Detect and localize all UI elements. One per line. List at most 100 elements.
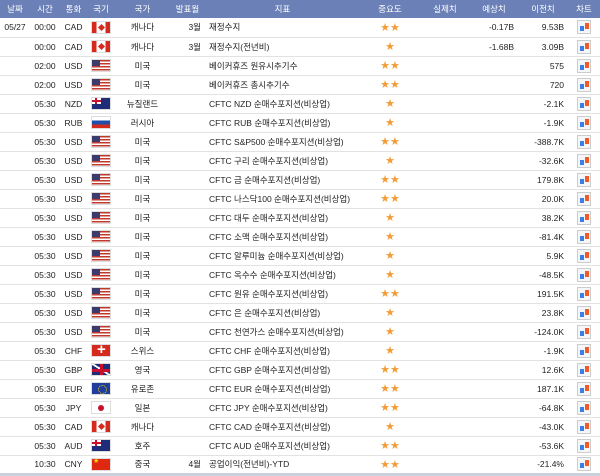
candlestick-chart-icon[interactable] [577,115,591,130]
table-row[interactable]: 00:00 CAD 캐나다 3월 재정수지(전년비) ★ -1.68B 3.09B [0,37,600,57]
chart-cell [568,322,600,342]
table-row[interactable]: 05:30 EUR 유로존 CFTC EUR 순매수포지션(비상업) ★★ 187.1K [0,379,600,399]
indicator-cell: CFTC JPY 순매수포지션(비상업) [205,398,360,418]
candlestick-chart-icon[interactable] [577,324,591,339]
candlestick-chart-icon[interactable] [577,229,591,244]
time-cell: 00:00 [30,18,60,38]
candlestick-chart-icon[interactable] [577,172,591,187]
time-cell: 05:30 [30,189,60,209]
candlestick-chart-icon[interactable] [577,286,591,301]
month-cell [170,417,205,437]
candlestick-chart-icon[interactable] [577,191,591,206]
table-row[interactable]: 05:30 USD 미국 CFTC 대두 순매수포지션(비상업) ★ 38.2K [0,208,600,228]
table-row[interactable]: 05:30 USD 미국 CFTC 나스닥100 순매수포지션(비상업) ★★ 20.0K [0,189,600,209]
candlestick-chart-icon[interactable] [577,381,591,396]
table-row[interactable]: 05:30 NZD 뉴질랜드 CFTC NZD 순매수포지션(비상업) ★ -2.1K [0,94,600,114]
candlestick-chart-icon[interactable] [577,419,591,434]
candlestick-chart-icon[interactable] [577,267,591,282]
actual-cell [420,341,470,361]
indicator-cell: CFTC 천연가스 순매수포지션(비상업) [205,322,360,342]
candlestick-chart-icon[interactable] [577,343,591,358]
table-row[interactable]: 02:00 USD 미국 베이커휴즈 총시추기수 ★★ 720 [0,75,600,95]
table-row[interactable]: 05:30 JPY 일본 CFTC JPY 순매수포지션(비상업) ★★ -64.8K [0,398,600,418]
table-row[interactable]: 05:30 GBP 영국 CFTC GBP 순매수포지션(비상업) ★★ 12.6K [0,360,600,380]
table-row[interactable]: 05:30 USD 미국 CFTC 금 순매수포지션(비상업) ★★ 179.8K [0,170,600,190]
candlestick-chart-icon[interactable] [577,134,591,149]
table-row[interactable]: 05:30 USD 미국 CFTC 원유 순매수포지션(비상업) ★★ 191.5K [0,284,600,304]
flag-cell [87,265,115,285]
header-importance: 중요도 [360,0,420,18]
forecast-cell [470,246,518,266]
candlestick-chart-icon[interactable] [577,457,591,471]
actual-cell [420,322,470,342]
table-row[interactable]: 05:30 USD 미국 CFTC S&P500 순매수포지션(비상업) ★★ -388.… [0,132,600,152]
candlestick-chart-icon[interactable] [577,305,591,320]
date-cell [0,360,30,380]
table-row[interactable]: 05:30 USD 미국 CFTC 알루미늄 순매수포지션(비상업) ★ 5.9K [0,246,600,266]
table-row[interactable]: 05:30 USD 미국 CFTC 구리 순매수포지션(비상업) ★ -32.6K [0,151,600,171]
month-cell [170,75,205,95]
table-row[interactable]: 05:30 CAD 캐나다 CFTC CAD 순매수포지션(비상업) ★ -43.0K [0,417,600,437]
header-previous: 이전치 [518,0,568,18]
table-row[interactable]: 05:30 USD 미국 CFTC 옥수수 순매수포지션(비상업) ★ -48.5K [0,265,600,285]
candlestick-chart-icon[interactable] [577,438,591,453]
time-cell: 02:00 [30,75,60,95]
date-cell [0,398,30,418]
country-cell: 영국 [115,360,170,380]
candlestick-chart-icon[interactable] [577,153,591,168]
star-icon: ★ [385,250,395,262]
table-row[interactable]: 05:30 USD 미국 CFTC 은 순매수포지션(비상업) ★ 23.8K [0,303,600,323]
date-cell [0,37,30,57]
star-icon: ★ [380,136,390,148]
star-icon: ★ [380,79,390,91]
previous-cell: -43.0K [518,417,568,437]
flag-cell [87,417,115,437]
star-icon: ★ [385,421,395,433]
candlestick-chart-icon[interactable] [577,248,591,263]
table-row[interactable]: 05/27 00:00 CAD 캐나다 3월 재정수지 ★★ -0.17B 9.53B [0,18,600,38]
country-cell: 캐나다 [115,417,170,437]
indicator-cell: CFTC 나스닥100 순매수포지션(비상업) [205,189,360,209]
table-row[interactable]: 05:30 USD 미국 CFTC 소맥 순매수포지션(비상업) ★ -81.4K [0,227,600,247]
date-cell [0,379,30,399]
importance-cell: ★★ [360,284,420,304]
actual-cell [420,265,470,285]
date-cell [0,341,30,361]
date-cell [0,227,30,247]
chart-cell [568,189,600,209]
star-icon: ★ [380,60,390,72]
date-cell [0,284,30,304]
table-row[interactable]: 02:00 USD 미국 베이커휴즈 원유시추기수 ★★ 575 [0,56,600,76]
candlestick-chart-icon[interactable] [577,96,591,111]
star-icon: ★ [390,440,400,452]
star-icon: ★ [390,458,400,471]
actual-cell [420,398,470,418]
candlestick-chart-icon[interactable] [577,58,591,73]
previous-cell: -48.5K [518,265,568,285]
currency-cell: USD [60,189,87,209]
actual-cell [420,75,470,95]
candlestick-chart-icon[interactable] [577,39,591,54]
time-cell: 05:30 [30,246,60,266]
country-cell: 미국 [115,322,170,342]
candlestick-chart-icon[interactable] [577,20,591,35]
previous-cell: 23.8K [518,303,568,323]
table-row[interactable]: 05:30 USD 미국 CFTC 천연가스 순매수포지션(비상업) ★ -124.0K [0,322,600,342]
chart-cell [568,360,600,380]
table-row[interactable]: 05:30 RUB 러시아 CFTC RUB 순매수포지션(비상업) ★ -1.9K [0,113,600,133]
candlestick-chart-icon[interactable] [577,210,591,225]
flag-us-icon [91,78,111,91]
candlestick-chart-icon[interactable] [577,362,591,377]
forecast-cell [470,56,518,76]
importance-cell: ★ [360,37,420,57]
country-cell: 미국 [115,56,170,76]
candlestick-chart-icon[interactable] [577,77,591,92]
importance-cell: ★ [360,341,420,361]
table-row[interactable]: 10:30CNY중국4월공업이익(전년비)-YTD★★-21.4% [0,455,600,476]
actual-cell [420,379,470,399]
candlestick-chart-icon[interactable] [577,400,591,415]
previous-cell: -2.1K [518,94,568,114]
table-row[interactable]: 05:30 AUD 호주 CFTC AUD 순매수포지션(비상업) ★★ -53.6K [0,436,600,456]
flag-eu-icon [91,382,111,395]
